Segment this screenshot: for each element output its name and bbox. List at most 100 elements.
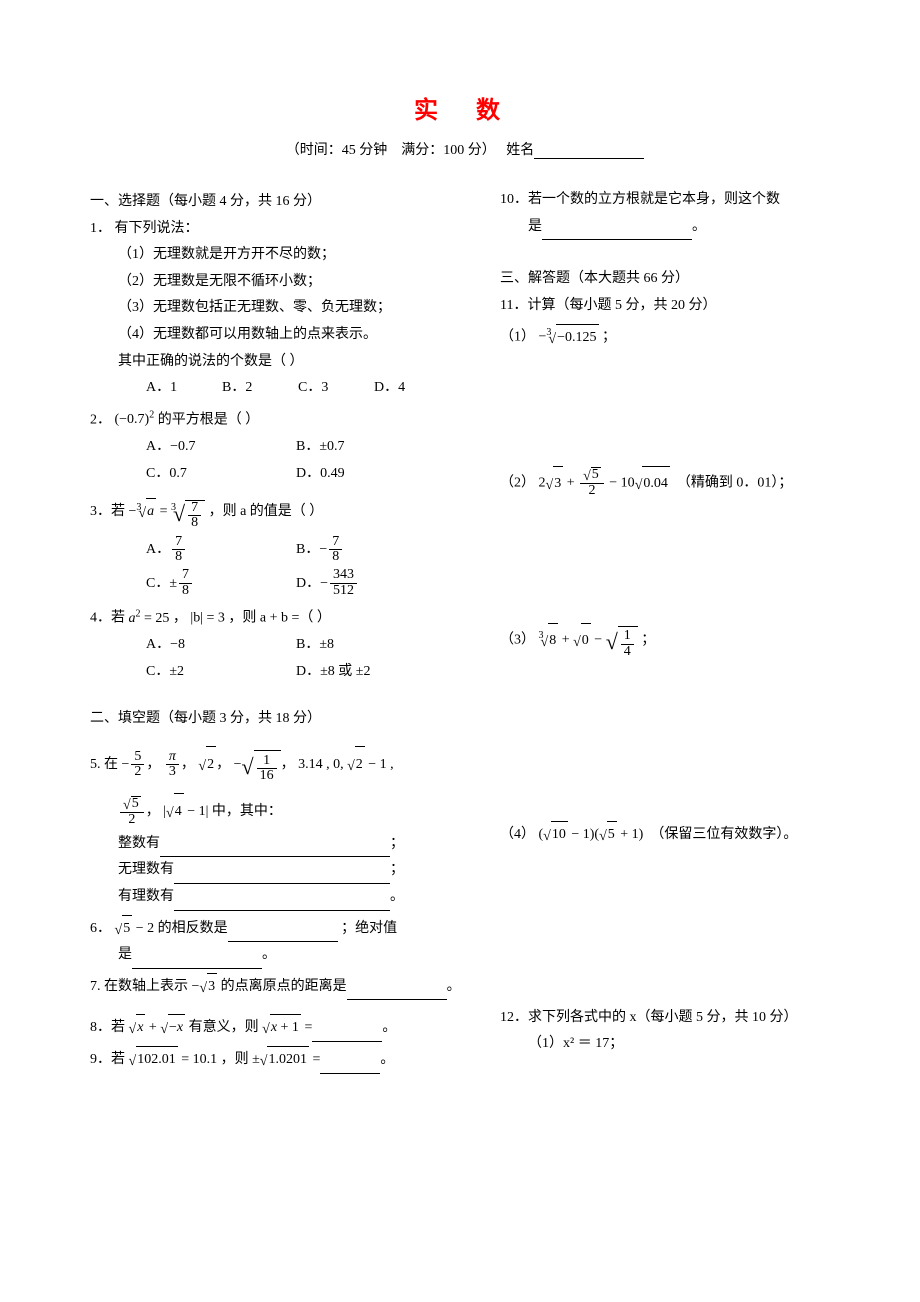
q2-bv: ±0.7 <box>319 439 344 454</box>
q4-pre: 4．若 <box>90 611 129 626</box>
name-label: 姓名 <box>506 143 534 158</box>
q5-int-label: 整数有 <box>118 836 160 851</box>
q1-options: A．1 B．2 C．3 D．4 <box>90 375 480 402</box>
q8-mid: 有意义，则 <box>189 1020 263 1035</box>
q11-p2: （2） 2√3 + √52 − 10√0.04 （精确到 0．01）； <box>500 466 840 501</box>
q11-p4-tail: （保留三位有效数字）。 <box>650 827 797 842</box>
q4-cv: ±2 <box>169 664 184 679</box>
q2-expr: (−0.7)2 <box>115 412 155 427</box>
q2-body: 的平方根是（ ） <box>158 412 260 427</box>
q4-row2: C．±2 D．±8 或 ±2 <box>90 659 480 686</box>
left-column: 一、选择题（每小题 4 分，共 16 分） 1． 有下列说法： （1）无理数就是… <box>90 187 480 1074</box>
q5-rat: 有理数有。 <box>90 884 480 911</box>
name-blank <box>534 145 644 159</box>
q6-pre: 6． <box>90 921 111 936</box>
q6-tail: ；绝对值 <box>341 921 397 936</box>
score-label: 满分：100 分） <box>401 143 496 158</box>
q2-a: A． <box>146 439 170 454</box>
q3-dv: 343512 <box>328 568 359 598</box>
q11-p4: （4） (√10 − 1)(√5 + 1) （保留三位有效数字）。 <box>500 821 840 849</box>
q10-l2: 是。 <box>500 214 840 241</box>
q4-row1: A．−8 B．±8 <box>90 632 480 659</box>
q2-pre: 2． <box>90 412 111 427</box>
q6-tail2: 是 <box>118 947 132 962</box>
q11-p2-label: （2） <box>500 475 535 490</box>
q11-p3-label: （3） <box>500 633 535 648</box>
page-title: 实 数 <box>90 90 840 125</box>
section-1-head: 一、选择题（每小题 4 分，共 16 分） <box>90 189 480 216</box>
q1-l5: 其中正确的说法的个数是（ ） <box>90 349 480 376</box>
q1-d: D．4 <box>374 375 450 402</box>
q4-stem: 4．若 a2 = 25 ， |b| = 3 ，则 a + b =（ ） <box>90 604 480 632</box>
q9: 9．若 √102.01 = 10.1 ，则 ±√1.0201 =。 <box>90 1046 480 1074</box>
q6-mid: 的相反数是 <box>158 921 228 936</box>
section-2-head: 二、填空题（每小题 3 分，共 18 分） <box>90 706 480 733</box>
q3-expr: −3√a = 3√78 <box>129 504 206 519</box>
q5-irr-label: 无理数有 <box>118 862 174 877</box>
q3-a: A． <box>146 542 170 557</box>
q11-p1: （1） −3√−0.125 ； <box>500 323 840 351</box>
q2-stem: 2． (−0.7)2 的平方根是（ ） <box>90 406 480 434</box>
q8-pre: 8．若 <box>90 1020 129 1035</box>
section-3-head: 三、解答题（本大题共 66 分） <box>500 266 840 293</box>
q5-irr: 无理数有； <box>90 857 480 884</box>
q3-row1: A．78 B．−78 <box>90 533 480 567</box>
q4-dv: ±8 或 ±2 <box>320 664 370 679</box>
q3-stem: 3．若 −3√a = 3√78 ，则 a 的值是（ ） <box>90 491 480 533</box>
q7-mid: 的点离原点的距离是 <box>221 979 347 994</box>
q11-p3: （3） 3√8 + √0 − √14 ； <box>500 614 840 667</box>
q11-p2-tail: （精确到 0．01）； <box>677 475 793 490</box>
subtitle: （时间：45 分钟 满分：100 分） 姓名 <box>90 139 840 159</box>
q2-dv: 0.49 <box>320 466 345 481</box>
q1-c: C．3 <box>298 375 374 402</box>
q4-d: D． <box>296 664 320 679</box>
q2-cv: 0.7 <box>169 466 187 481</box>
q4-av: −8 <box>170 637 185 652</box>
q7: 7. 在数轴上表示 −√3 的点离原点的距离是。 <box>90 973 480 1001</box>
q6-l2: 是。 <box>90 942 480 969</box>
q4-b: B． <box>296 637 319 652</box>
q3-b: B． <box>296 542 319 557</box>
q1-a: A．1 <box>146 375 222 402</box>
q3-d: D． <box>296 576 320 591</box>
q3-cv: 78 <box>177 568 194 598</box>
q10-l1: 10．若一个数的立方根就是它本身，则这个数 <box>500 187 840 214</box>
q1-l4: （4）无理数都可以用数轴上的点来表示。 <box>90 322 480 349</box>
q11-p1-label: （1） <box>500 330 535 345</box>
q9-end: 。 <box>380 1052 394 1067</box>
q2-row2: C．0.7 D．0.49 <box>90 461 480 488</box>
q10-l2-label: 是 <box>528 219 542 234</box>
q5-rat-label: 有理数有 <box>118 889 174 904</box>
q7-end: 。 <box>447 979 461 994</box>
q8: 8．若 √x + √−x 有意义，则 √x + 1 =。 <box>90 1014 480 1042</box>
q2-row1: A．−0.7 B．±0.7 <box>90 434 480 461</box>
q7-pre: 7. 在数轴上表示 <box>90 979 192 994</box>
q5-tail: 中，其中： <box>212 804 282 819</box>
q3-mid: ，则 a 的值是（ ） <box>209 504 324 519</box>
q12-head: 12．求下列各式中的 x（每小题 5 分，共 10 分） <box>500 1005 840 1032</box>
q9-mid: ，则 <box>221 1052 253 1067</box>
q12-p1: （1）x² ＝ 17； <box>500 1031 840 1058</box>
time-label: （时间：45 分钟 <box>286 143 388 158</box>
q3-c: C． <box>146 576 169 591</box>
q1-l2: （2）无理数是无限不循环小数； <box>90 269 480 296</box>
q5-line1: 5. 在 −52， π3， √2， −√116， 3.14 , 0, √2 − … <box>90 736 480 793</box>
q3-bv: 78 <box>327 535 344 565</box>
q6-end: 。 <box>262 947 276 962</box>
q11-head: 11．计算（每小题 5 分，共 20 分） <box>500 293 840 320</box>
q6: 6． √5 − 2 的相反数是 ；绝对值 <box>90 915 480 943</box>
q3-av: 78 <box>170 535 187 565</box>
q2-d: D． <box>296 466 320 481</box>
q5-line2: √52， |√4 − 1| 中，其中： <box>90 793 480 830</box>
q4-expr: a2 = 25 <box>129 611 170 626</box>
q2-av: −0.7 <box>170 439 195 454</box>
q5-int: 整数有； <box>90 831 480 858</box>
q9-pre: 9．若 <box>90 1052 129 1067</box>
q4-c: C． <box>146 664 169 679</box>
q1-stem: 1． 有下列说法： <box>90 216 480 243</box>
q3-row2: C．±78 D．−343512 <box>90 567 480 601</box>
q4-a: A． <box>146 637 170 652</box>
q11-p4-label: （4） <box>500 827 535 842</box>
q4-bv: ±8 <box>319 637 334 652</box>
q1-b: B．2 <box>222 375 298 402</box>
